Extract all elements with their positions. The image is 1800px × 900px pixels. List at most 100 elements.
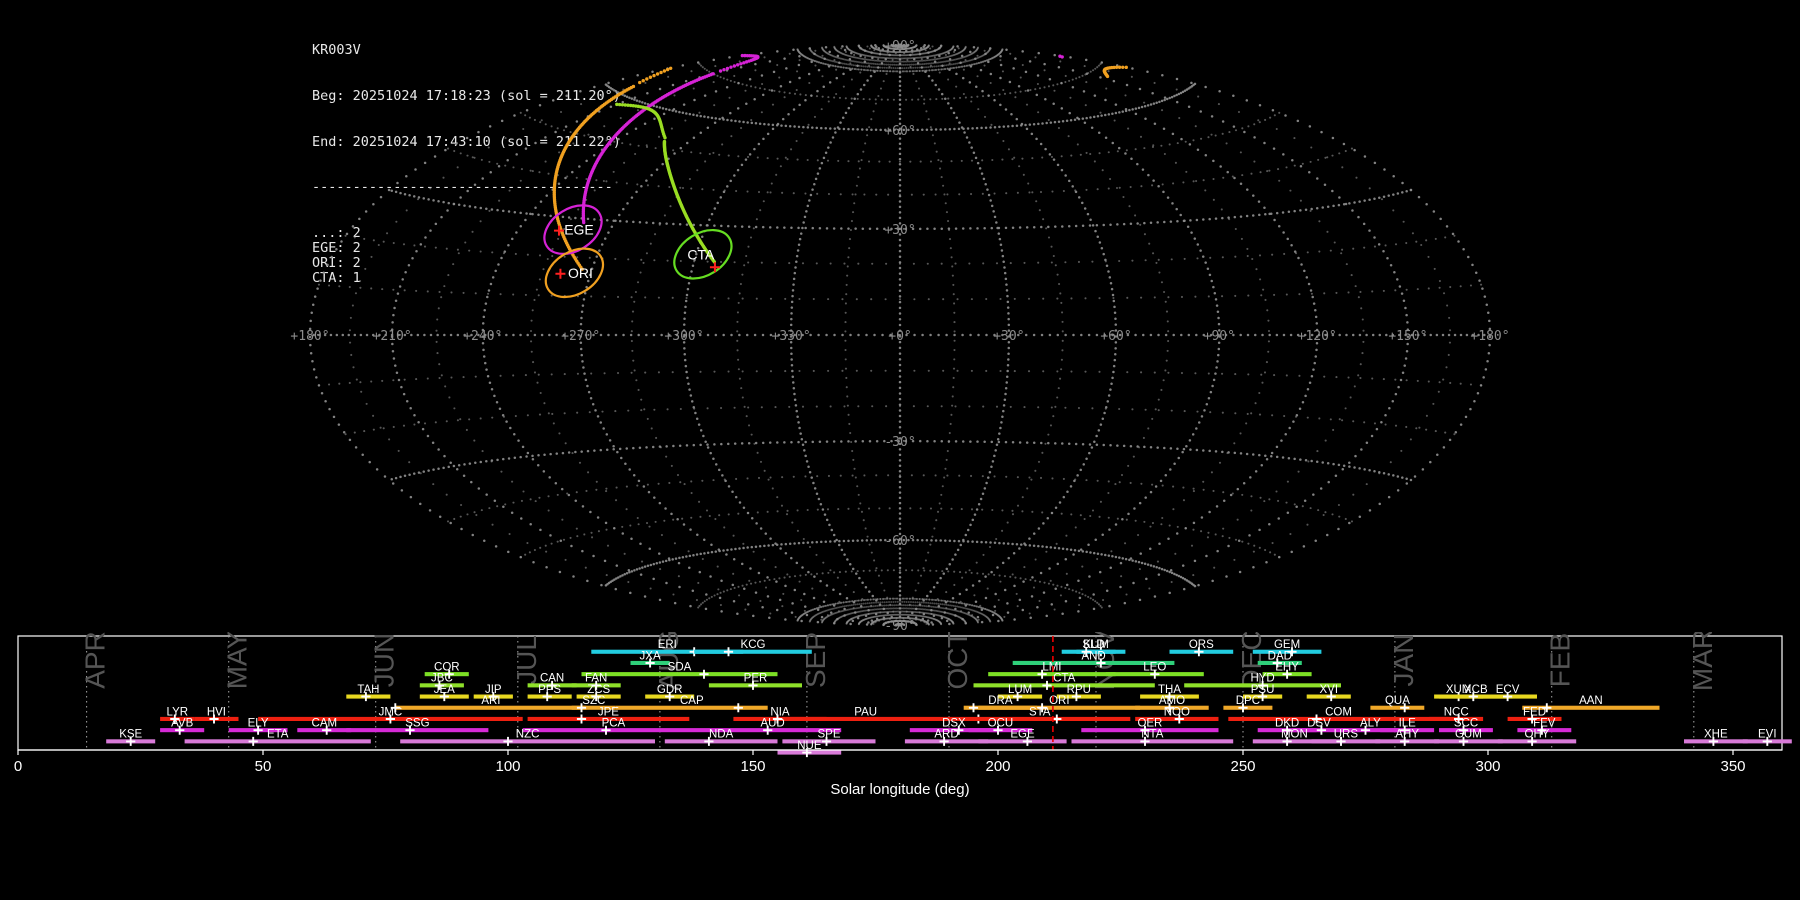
shower-activity-bar[interactable]: ALY	[1341, 718, 1400, 735]
shower-activity-bar[interactable]: JPE	[527, 706, 690, 724]
shower-activity-bar[interactable]: CAP	[615, 695, 768, 713]
shower-activity-bar[interactable]: AUD	[704, 718, 842, 735]
shower-activity-bar[interactable]: EVI	[1742, 729, 1792, 746]
shower-activity-bar[interactable]: EHY	[1262, 662, 1312, 679]
shower-activity-bar[interactable]: DKD	[1257, 718, 1317, 735]
shower-activity-bar[interactable]: AND	[1012, 650, 1175, 668]
shower-activity-bar[interactable]: NDA	[664, 729, 778, 746]
sky-longitude-label: +330°	[772, 329, 811, 344]
shower-activity-bar[interactable]: ARI	[390, 695, 587, 713]
activity-peak-cross-icon	[322, 725, 332, 735]
shower-activity-bar[interactable]: CTA	[973, 673, 1155, 690]
shower-activity-bar[interactable]: MON	[1252, 729, 1337, 746]
shower-activity-bar[interactable]: NTA	[1071, 729, 1234, 746]
shower-activity-bar[interactable]: GUM	[1434, 729, 1503, 746]
shower-activity-bar[interactable]: LMI	[988, 662, 1116, 679]
activity-peak-cross-icon	[576, 714, 587, 724]
shower-activity-bar[interactable]: RPU	[1056, 684, 1101, 702]
shower-activity-bar[interactable]: LEO	[1105, 662, 1204, 679]
activity-peak-cross-icon	[1282, 736, 1292, 746]
radiant-code-label: CTA	[687, 246, 715, 262]
shower-activity-bar[interactable]: OER	[1081, 718, 1219, 735]
shower-activity-bar[interactable]: JMC	[258, 706, 523, 724]
radiant-marker-group[interactable]: CTA	[665, 220, 740, 288]
shower-activity-bar[interactable]: SCC	[1439, 718, 1493, 735]
shower-activity-bar[interactable]: JBC	[419, 673, 464, 690]
radiant-marker-group[interactable]: ORI	[537, 239, 612, 307]
shower-activity-bar[interactable]: OCU	[968, 718, 1033, 735]
shower-activity-bar[interactable]: EGE	[978, 729, 1067, 746]
shower-activity-bar[interactable]: THA	[1140, 684, 1199, 702]
shower-activity-bar[interactable]: COR	[424, 662, 469, 679]
shower-activity-bar[interactable]: NCC	[1429, 706, 1484, 724]
shower-activity-bar[interactable]: SLD	[1061, 639, 1126, 657]
radiant-track-dot	[628, 103, 633, 108]
shower-activity-bar[interactable]: ECV	[1478, 684, 1537, 702]
shower-activity-bar[interactable]: DSX	[909, 718, 998, 735]
shower-activity-bar[interactable]: DSV	[1292, 718, 1346, 735]
shower-activity-bar[interactable]: JXA	[630, 650, 670, 668]
shower-activity-bar[interactable]: LUM	[998, 684, 1043, 702]
shower-activity-bar[interactable]: DAD	[1257, 650, 1302, 668]
shower-activity-bar[interactable]: PCA	[522, 718, 704, 735]
shower-activity-bar[interactable]: LYR	[160, 706, 195, 724]
shower-activity-bar[interactable]: ORI	[978, 695, 1141, 713]
shower-activity-bar[interactable]: PER	[708, 673, 802, 690]
shower-activity-bar[interactable]: XVI	[1306, 684, 1351, 702]
shower-activity-bar[interactable]: AVB	[160, 718, 205, 735]
shower-code-label: KSE	[119, 729, 142, 741]
shower-activity-bar[interactable]: AAN	[1522, 695, 1660, 713]
shower-activity-bar[interactable]: JEA	[419, 684, 469, 702]
shower-activity-bar[interactable]: ELY	[228, 718, 288, 735]
activity-peak-cross-icon	[248, 736, 258, 746]
shower-activity-bar[interactable]: GEM	[1252, 639, 1322, 657]
shower-activity-bar[interactable]: NUE	[777, 740, 842, 758]
shower-count-row: ORI: 2	[312, 256, 621, 271]
shower-activity-bar[interactable]: KCG	[694, 639, 812, 657]
shower-activity-bar[interactable]: SSG	[346, 718, 489, 735]
shower-activity-bar[interactable]: NZC	[400, 729, 655, 746]
shower-activity-bar[interactable]: NOO	[1135, 706, 1219, 724]
shower-activity-bar[interactable]: KSE	[106, 729, 156, 746]
shower-activity-bar[interactable]: ILE	[1380, 718, 1435, 735]
shower-activity-bar[interactable]: FEV	[1517, 718, 1572, 735]
shower-activity-bar[interactable]: FAN	[571, 673, 621, 690]
shower-activity-bar[interactable]: GDR	[645, 684, 695, 702]
shower-code-label: JPE	[598, 706, 619, 718]
month-label: JAN	[1388, 634, 1419, 687]
shower-activity-bar[interactable]: SZC	[571, 695, 616, 713]
shower-activity-bar[interactable]: ETA	[184, 729, 371, 746]
shower-activity-bar[interactable]: URS	[1311, 729, 1381, 746]
shower-activity-bar[interactable]: FED	[1507, 706, 1562, 724]
shower-activity-bar[interactable]: AHY	[1375, 729, 1439, 746]
shower-activity-bar[interactable]: HYD	[1184, 673, 1341, 690]
shower-code-label: QUA	[1385, 695, 1410, 707]
shower-activity-bar[interactable]: COM	[1228, 706, 1449, 724]
shower-activity-bar[interactable]: DPC	[1223, 695, 1273, 713]
shower-code-label: AVB	[171, 718, 193, 730]
shower-activity-bar[interactable]: QUA	[1370, 695, 1425, 713]
radiant-marker-group[interactable]: EGE	[536, 195, 611, 263]
shower-activity-bar[interactable]: NIA	[733, 706, 827, 724]
shower-activity-bar[interactable]: AMO	[1135, 695, 1209, 713]
shower-activity-bar[interactable]: SPE	[782, 729, 876, 746]
shower-activity-bar[interactable]: CAM	[297, 718, 352, 735]
shower-activity-bar[interactable]: HVI	[194, 706, 239, 724]
shower-activity-bar[interactable]: CAN	[527, 673, 577, 690]
shower-activity-bar[interactable]: OHY	[1497, 729, 1577, 746]
shower-activity-bar[interactable]: PSU	[1243, 684, 1283, 702]
shower-activity-bar[interactable]: SDA	[581, 662, 778, 679]
shower-activity-bar[interactable]: ARD	[904, 729, 989, 746]
shower-activity-bar[interactable]: TAH	[346, 684, 391, 702]
shower-activity-bar[interactable]: JIP	[473, 684, 513, 702]
activity-peak-cross-icon	[1071, 692, 1081, 702]
shower-activity-bar[interactable]: ZCS	[576, 684, 621, 702]
shower-activity-bar[interactable]: PPS	[527, 684, 572, 702]
shower-activity-bar[interactable]: ORS	[1169, 639, 1234, 657]
sky-longitude-label: +210°	[373, 329, 412, 344]
radiant-cross-icon	[709, 262, 720, 273]
shower-activity-bar[interactable]: XCB	[1439, 684, 1513, 702]
activity-bar-span	[978, 739, 1067, 744]
shower-activity-bar[interactable]: XHE	[1684, 729, 1748, 746]
shower-activity-bar[interactable]: STA	[949, 706, 1131, 724]
